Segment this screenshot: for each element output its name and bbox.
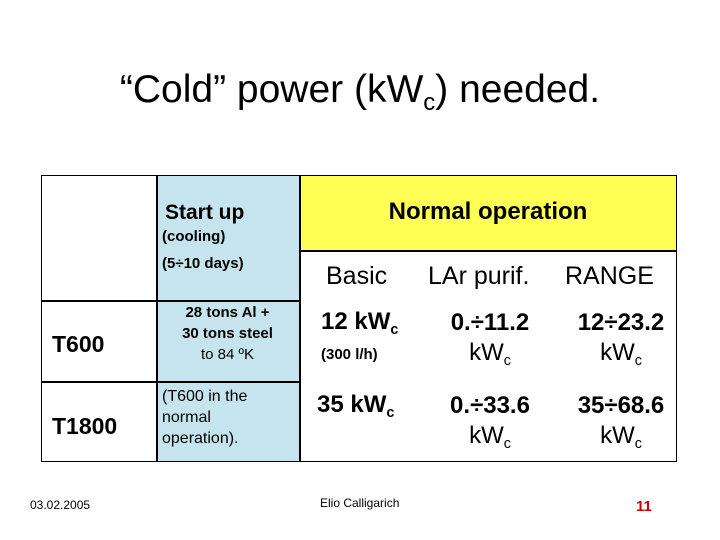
t600-basic-value: 12 kWc xyxy=(321,308,399,339)
title-main: “Cold” power (kW xyxy=(119,68,424,111)
startup-note-days: (5÷10 days) xyxy=(162,255,244,272)
t1800-range-value: 35÷68.6 xyxy=(577,392,665,419)
t1800-range-cell: 35÷68.6 kWc xyxy=(557,391,685,451)
t600-range-unit: kWc xyxy=(557,338,685,368)
t1800-startup-line: normal xyxy=(162,409,211,426)
t600-startup-line: 30 tons steel xyxy=(182,325,273,342)
t1800-range-unit-text: kW xyxy=(600,422,635,449)
row-label-t1800: T1800 xyxy=(52,413,118,439)
t1800-lar-value: 0.÷33.6 xyxy=(450,392,530,419)
slide-title: “Cold” power (kWc) needed. xyxy=(0,66,720,116)
t1800-lar-unit-text: kW xyxy=(469,422,504,449)
t600-lar-subscript: c xyxy=(503,353,511,370)
footer-author: Elio Calligarich xyxy=(320,496,400,510)
t1800-startup-text: (T600 in the normal operation). xyxy=(162,386,247,449)
title-subscript: c xyxy=(423,89,436,116)
table-frame xyxy=(41,175,677,462)
t1800-basic-number: 35 kW xyxy=(317,391,387,418)
t600-basic-subscript: c xyxy=(390,322,399,339)
t1800-basic-subscript: c xyxy=(386,405,395,422)
startup-header: Start up xyxy=(165,201,245,224)
page-number: 11 xyxy=(636,498,652,515)
t600-startup-line: 28 tons Al + xyxy=(185,304,270,321)
t600-startup-line: to 84 ºK xyxy=(200,346,254,363)
t1800-startup-line: (T600 in the xyxy=(162,388,248,405)
normal-operation-header: Normal operation xyxy=(388,198,588,225)
t1800-basic-value: 35 kWc xyxy=(317,391,395,422)
t1800-range-subscript: c xyxy=(634,436,642,453)
column-divider-label xyxy=(156,175,158,462)
t600-range-subscript: c xyxy=(634,353,642,370)
title-end: ) needed. xyxy=(435,68,601,111)
t600-lar-value: 0.÷11.2 xyxy=(450,309,530,336)
footer-date: 03.02.2005 xyxy=(30,498,91,512)
column-header-range: RANGE xyxy=(565,262,654,290)
t600-range-unit-text: kW xyxy=(600,339,635,366)
t1800-startup-line: operation). xyxy=(162,430,239,447)
row-label-t600: T600 xyxy=(52,331,105,357)
t1800-range-unit: kWc xyxy=(557,421,685,451)
row-divider-2 xyxy=(41,381,299,383)
normal-operation-header-background xyxy=(300,176,676,251)
t1800-lar-cell: 0.÷33.6 kWc xyxy=(422,391,558,451)
t600-range-value: 12÷23.2 xyxy=(577,309,665,336)
t1800-lar-unit: kWc xyxy=(422,421,558,451)
t600-lar-unit-text: kW xyxy=(469,339,504,366)
row-divider-1 xyxy=(41,300,299,302)
t600-basic-number: 12 kW xyxy=(321,308,391,335)
normal-header-divider xyxy=(300,250,677,252)
t600-lar-unit: kWc xyxy=(422,338,558,368)
column-header-basic: Basic xyxy=(326,262,388,290)
t600-startup-text: 28 tons Al + 30 tons steel to 84 ºK xyxy=(156,302,299,365)
t600-lar-cell: 0.÷11.2 kWc xyxy=(422,308,558,368)
t600-basic-note: (300 l/h) xyxy=(321,346,378,363)
startup-note-cooling: (cooling) xyxy=(162,228,226,245)
startup-column-background xyxy=(156,175,299,461)
t600-range-cell: 12÷23.2 kWc xyxy=(557,308,685,368)
column-header-lar-purif: LAr purif. xyxy=(428,262,530,290)
t1800-lar-subscript: c xyxy=(503,436,511,453)
column-divider-startup xyxy=(299,175,301,462)
